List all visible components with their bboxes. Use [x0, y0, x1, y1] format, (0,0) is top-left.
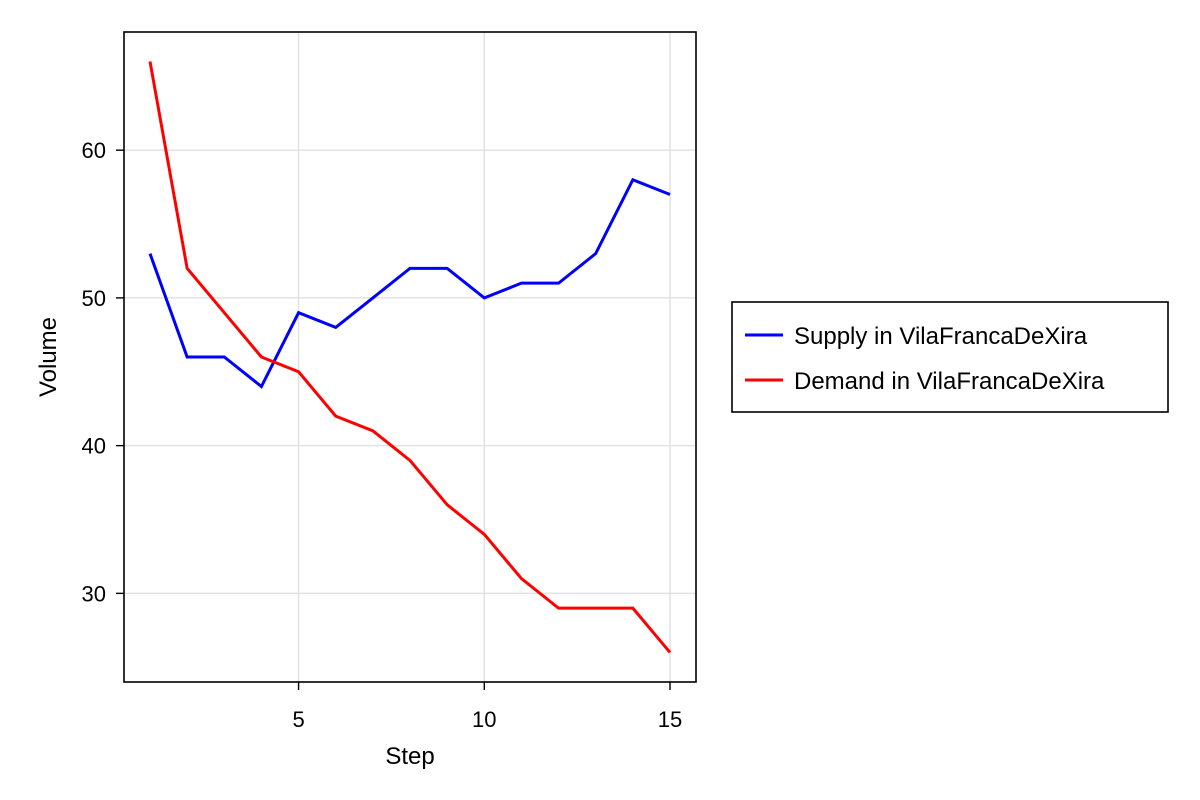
y-tick-label: 60 [82, 138, 106, 163]
x-axis-ticks: 5 10 15 [292, 682, 682, 732]
x-axis-label: Step [385, 743, 434, 770]
x-tick-label: 15 [658, 707, 682, 732]
legend-label-demand: Demand in VilaFrancaDeXira [794, 368, 1105, 395]
legend-label-supply: Supply in VilaFrancaDeXira [794, 323, 1088, 350]
x-tick-label: 10 [472, 707, 496, 732]
plot-frame [123, 31, 697, 683]
series-line-demand [148, 61, 672, 654]
x-tick-label: 5 [292, 707, 304, 732]
y-tick-label: 40 [82, 434, 106, 459]
y-axis-ticks: 30 40 50 60 [82, 138, 124, 606]
series-layer [148, 61, 672, 654]
y-axis-label: Volume [35, 317, 62, 397]
legend: Supply in VilaFrancaDeXira Demand in Vil… [731, 301, 1169, 413]
legend-box [731, 301, 1169, 413]
grid-lines [124, 32, 696, 682]
series-line-supply [148, 177, 671, 389]
y-tick-label: 50 [82, 286, 106, 311]
y-tick-label: 30 [82, 581, 106, 606]
